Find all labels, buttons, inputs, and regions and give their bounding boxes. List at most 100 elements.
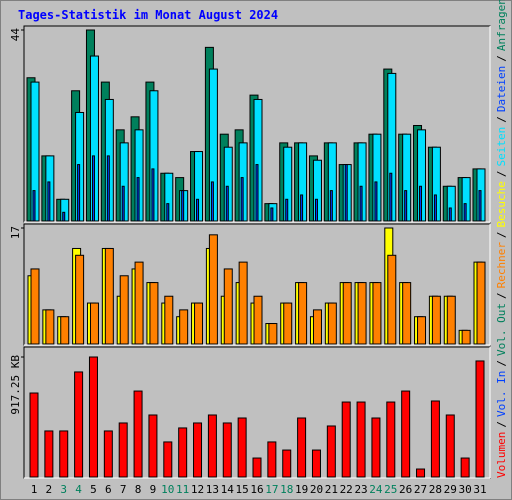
- bar: [267, 441, 277, 478]
- y-tick-label: 917.25 KB: [9, 355, 22, 415]
- x-tick-label: 21: [325, 483, 338, 496]
- bar: [341, 401, 351, 478]
- bar: [181, 190, 185, 222]
- x-tick-label: 27: [414, 483, 427, 496]
- bar: [149, 282, 159, 345]
- x-tick-label: 20: [310, 483, 323, 496]
- x-tick-label: 1: [31, 483, 38, 496]
- x-tick-label: 17: [265, 483, 278, 496]
- x-tick-label: 16: [250, 483, 263, 496]
- legend-separator: /: [495, 360, 508, 367]
- bar: [148, 414, 158, 478]
- bar: [448, 207, 452, 222]
- bar: [210, 181, 214, 222]
- bar: [326, 425, 336, 478]
- bar: [386, 401, 396, 478]
- bar: [47, 181, 51, 222]
- bar: [419, 185, 423, 222]
- bar: [121, 185, 125, 222]
- x-tick-label: 9: [150, 483, 157, 496]
- x-tick-label: 13: [206, 483, 219, 496]
- bar: [44, 430, 54, 478]
- bar: [445, 414, 455, 478]
- bar: [431, 295, 441, 345]
- legend-entry: Vol. In: [495, 371, 508, 417]
- bar: [401, 390, 411, 478]
- bar: [270, 207, 274, 222]
- bar: [460, 457, 470, 478]
- bar: [461, 329, 471, 345]
- bar: [193, 422, 203, 478]
- chart-title: Tages-Statistik im Monat August 2024: [18, 8, 278, 22]
- bar: [463, 203, 467, 222]
- x-tick-label: 30: [459, 483, 472, 496]
- legend-separator: /: [495, 231, 508, 238]
- bar: [166, 203, 170, 222]
- bar: [106, 155, 110, 222]
- x-tick-label: 22: [340, 483, 353, 496]
- bar: [103, 430, 113, 478]
- bar: [30, 268, 40, 345]
- x-tick-label: 31: [473, 483, 486, 496]
- bar: [45, 309, 55, 345]
- bar: [387, 254, 397, 345]
- bar: [357, 282, 367, 345]
- bar: [164, 295, 174, 345]
- bar: [119, 275, 129, 345]
- x-tick-label: 25: [384, 483, 397, 496]
- x-tick-label: 10: [161, 483, 174, 496]
- x-tick-label: 15: [236, 483, 249, 496]
- bar: [196, 198, 200, 222]
- bar: [312, 309, 322, 345]
- bar: [60, 316, 70, 345]
- bar: [163, 441, 173, 478]
- bar: [74, 371, 84, 478]
- bar: [136, 177, 140, 222]
- bar: [359, 185, 363, 222]
- bar: [416, 468, 426, 478]
- x-tick-label: 19: [295, 483, 308, 496]
- bar: [300, 194, 304, 222]
- legend-entry: Dateien: [495, 66, 508, 112]
- x-tick-label: 29: [444, 483, 457, 496]
- bar: [285, 198, 289, 222]
- bar: [476, 261, 486, 345]
- legend-separator: /: [495, 170, 508, 177]
- bar: [75, 254, 85, 345]
- bar: [252, 457, 262, 478]
- bar: [475, 360, 485, 478]
- bar: [62, 211, 66, 222]
- legend-separator: /: [495, 55, 508, 62]
- side-legend: Volumen / Vol. In / Vol. Out / Rechner / Besuche…: [495, 0, 508, 478]
- bar: [374, 181, 378, 222]
- y-tick-label: 44: [9, 28, 22, 42]
- legend-entry: Vol. Out: [495, 303, 508, 356]
- bar: [356, 401, 366, 478]
- bar: [253, 295, 263, 345]
- x-tick-label: 3: [60, 483, 67, 496]
- x-tick-label: 7: [120, 483, 127, 496]
- legend-entry: Volumen: [495, 432, 508, 478]
- bar: [77, 164, 81, 222]
- bar: [283, 302, 293, 345]
- x-tick-label: 2: [46, 483, 53, 496]
- bar: [179, 309, 189, 345]
- bar: [208, 234, 218, 345]
- bar: [151, 168, 155, 222]
- x-tick-label: 14: [221, 483, 235, 496]
- legend-entry: Anfragen: [495, 0, 508, 51]
- bar: [342, 282, 352, 345]
- bar: [207, 414, 217, 478]
- x-tick-label: 12: [191, 483, 204, 496]
- bar: [402, 282, 412, 345]
- bar: [133, 390, 143, 478]
- bar: [240, 177, 244, 222]
- bar: [89, 302, 99, 345]
- legend-entry: Seiten: [495, 127, 508, 167]
- bar: [311, 449, 321, 478]
- bar: [223, 268, 233, 345]
- y-tick-label: 17: [9, 226, 22, 239]
- bar: [237, 417, 247, 478]
- bar: [222, 422, 232, 478]
- bar: [446, 295, 456, 345]
